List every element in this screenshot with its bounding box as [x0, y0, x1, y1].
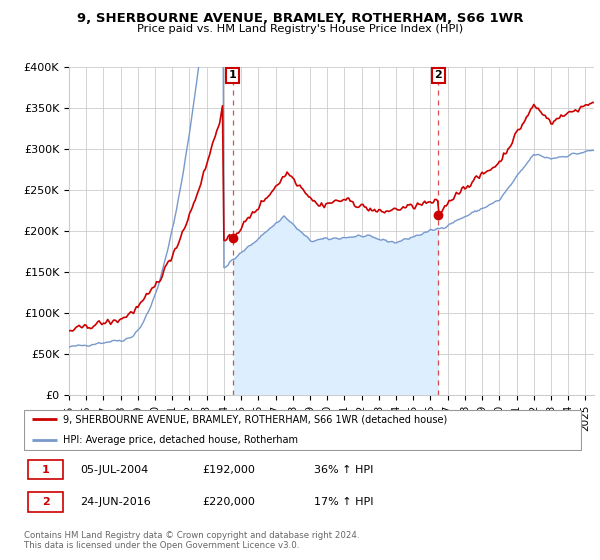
Text: 1: 1	[229, 71, 236, 81]
Text: 05-JUL-2004: 05-JUL-2004	[80, 465, 148, 475]
FancyBboxPatch shape	[28, 460, 63, 479]
Text: 2: 2	[42, 497, 50, 507]
Text: 2: 2	[434, 71, 442, 81]
Text: £220,000: £220,000	[203, 497, 256, 507]
Text: £192,000: £192,000	[203, 465, 256, 475]
Text: 17% ↑ HPI: 17% ↑ HPI	[314, 497, 374, 507]
FancyBboxPatch shape	[24, 410, 581, 450]
Text: 9, SHERBOURNE AVENUE, BRAMLEY, ROTHERHAM, S66 1WR (detached house): 9, SHERBOURNE AVENUE, BRAMLEY, ROTHERHAM…	[63, 414, 448, 424]
Text: HPI: Average price, detached house, Rotherham: HPI: Average price, detached house, Roth…	[63, 435, 298, 445]
Text: 24-JUN-2016: 24-JUN-2016	[80, 497, 151, 507]
Text: Price paid vs. HM Land Registry's House Price Index (HPI): Price paid vs. HM Land Registry's House …	[137, 24, 463, 34]
Text: 9, SHERBOURNE AVENUE, BRAMLEY, ROTHERHAM, S66 1WR: 9, SHERBOURNE AVENUE, BRAMLEY, ROTHERHAM…	[77, 12, 523, 25]
Text: Contains HM Land Registry data © Crown copyright and database right 2024.
This d: Contains HM Land Registry data © Crown c…	[24, 531, 359, 550]
Text: 1: 1	[42, 465, 50, 475]
FancyBboxPatch shape	[28, 492, 63, 512]
Text: 36% ↑ HPI: 36% ↑ HPI	[314, 465, 374, 475]
